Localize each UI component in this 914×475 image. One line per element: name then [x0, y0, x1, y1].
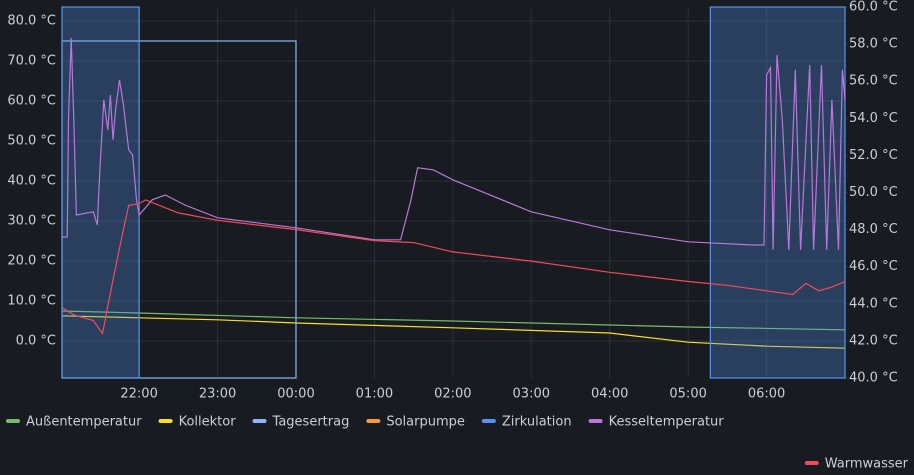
legend-label: Tagesertrag — [272, 415, 350, 430]
y2-tick-label: 60.0 °C — [849, 0, 898, 15]
y-tick-label: 60.0 °C — [7, 94, 56, 109]
legend-swatch — [481, 419, 496, 423]
step-area — [61, 6, 140, 379]
legend-item: Außentemperatur — [6, 415, 142, 430]
y-tick-label: 30.0 °C — [7, 214, 56, 229]
legend-item: Kollektor — [158, 415, 237, 430]
x-tick-label: 22:00 — [120, 387, 157, 402]
legend-label: Zirkulation — [502, 415, 572, 430]
legend-label: Solarpumpe — [386, 415, 465, 430]
y2-tick-label: 46.0 °C — [849, 259, 898, 274]
x-tick-label: 06:00 — [748, 387, 785, 402]
legend-label: Außentemperatur — [26, 415, 142, 430]
x-tick-label: 01:00 — [356, 387, 393, 402]
y-tick-label: 50.0 °C — [7, 134, 56, 149]
x-tick-label: 03:00 — [513, 387, 550, 402]
legend-swatch — [366, 419, 381, 423]
y2-tick-label: 48.0 °C — [849, 222, 898, 237]
y2-tick-label: 42.0 °C — [849, 333, 898, 348]
y-tick-label: 40.0 °C — [7, 174, 56, 189]
x-tick-label: 00:00 — [277, 387, 314, 402]
legend-label: Kollektor — [179, 415, 237, 430]
legend-item: Zirkulation — [481, 415, 572, 430]
y2-tick-label: 44.0 °C — [849, 296, 898, 311]
x-tick-label: 02:00 — [434, 387, 471, 402]
legend-item: Warmwasser — [804, 457, 909, 472]
x-tick-label: 23:00 — [199, 387, 236, 402]
legend-swatch — [6, 419, 20, 423]
y2-tick-label: 52.0 °C — [849, 148, 898, 163]
y2-tick-label: 58.0 °C — [849, 37, 898, 52]
legend-item: Kesseltemperatur — [588, 415, 725, 430]
y2-tick-label: 56.0 °C — [849, 74, 898, 89]
y-tick-label: 0.0 °C — [16, 334, 56, 349]
legend-item: Solarpumpe — [366, 415, 465, 430]
legend-label: Warmwasser — [825, 457, 909, 472]
x-tick-label: 05:00 — [669, 387, 706, 402]
y2-tick-label: 40.0 °C — [849, 371, 898, 386]
y2-tick-label: 54.0 °C — [849, 111, 898, 126]
series-line — [62, 37, 846, 250]
legend-swatch — [158, 419, 173, 423]
y-tick-label: 10.0 °C — [7, 294, 56, 309]
y-tick-label: 80.0 °C — [7, 14, 56, 29]
series-line — [61, 315, 846, 349]
x-tick-label: 04:00 — [591, 387, 628, 402]
legend-item: Tagesertrag — [252, 415, 350, 430]
y2-tick-label: 50.0 °C — [849, 185, 898, 200]
legend-swatch — [252, 419, 267, 423]
legend-swatch — [804, 461, 819, 465]
series-line — [61, 199, 846, 336]
legend-swatch — [588, 419, 603, 423]
legend-label: Kesseltemperatur — [609, 415, 725, 430]
y-tick-label: 20.0 °C — [7, 254, 56, 269]
y-tick-label: 70.0 °C — [7, 54, 56, 69]
